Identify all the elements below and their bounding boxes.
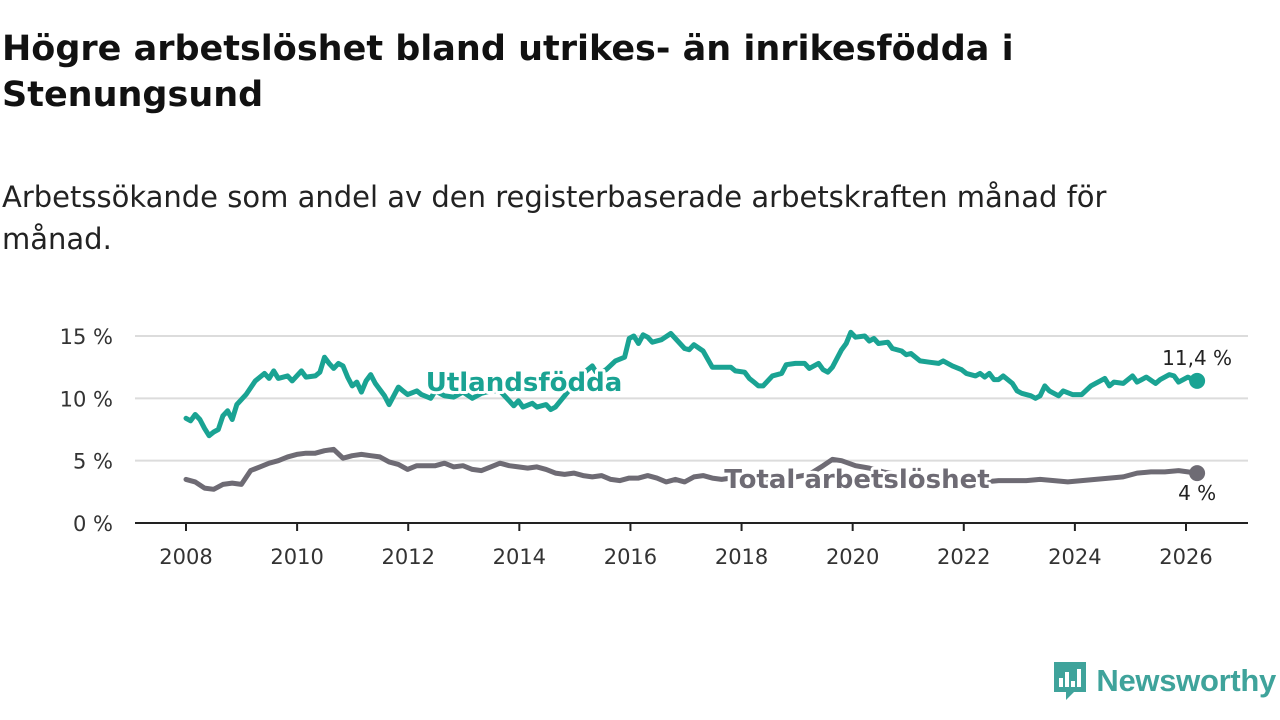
- x-tick-label: 2020: [826, 545, 879, 569]
- newsworthy-logo-icon: [1054, 662, 1087, 700]
- series-lines: [183, 329, 1206, 492]
- y-tick-label: 0 %: [73, 512, 113, 536]
- series-end-marker-1: [1189, 465, 1206, 482]
- line-chart: 0 %5 %10 %15 % 2008 2010 2012 2014 2016 2018 2…: [60, 325, 1248, 569]
- y-tick-label: 5 %: [73, 450, 113, 474]
- y-tick-label: 15 %: [60, 325, 113, 349]
- y-axis-ticks: 0 % 5 % 10 % 15 %: [60, 325, 113, 536]
- x-tick-label: 2016: [604, 545, 657, 569]
- x-tick-label: 2012: [381, 545, 434, 569]
- series-end-label-0: 11,4 %: [1162, 346, 1232, 370]
- series-labels: 11,4 % 4 % Utlandsfödda Total arbetslöshet: [423, 346, 1232, 505]
- brand-name: Newsworthy: [1096, 663, 1276, 698]
- chart-subtitle: Arbetssökande som andel av den registerb…: [2, 180, 1107, 256]
- x-tick-label: 2026: [1159, 545, 1212, 569]
- grid-lines: [135, 335, 1248, 524]
- series-line-0: [183, 329, 1200, 439]
- y-tick-label: 10 %: [60, 387, 113, 411]
- x-tick-label: 2022: [937, 545, 990, 569]
- series-label-0: Utlandsfödda: [426, 368, 623, 398]
- series-line-1: [183, 446, 1200, 492]
- series-end-marker-0: [1189, 372, 1206, 389]
- series-end-label-1: 4 %: [1178, 481, 1216, 505]
- x-tick-label: 2010: [270, 545, 323, 569]
- brand-logo: Newsworthy: [1052, 660, 1276, 702]
- x-tick-label: 2024: [1048, 545, 1101, 569]
- x-tick-label: 2018: [715, 545, 768, 569]
- x-axis-ticks: 2008 2010 2012 2014 2016 2018 2020 2022 2024 2026: [159, 523, 1213, 569]
- series-label-1: Total arbetslöshet: [724, 465, 989, 495]
- chart-title: Högre arbetslöshet bland utrikes- än inr…: [2, 29, 1014, 115]
- x-tick-label: 2008: [159, 545, 212, 569]
- x-tick-label: 2014: [493, 545, 546, 569]
